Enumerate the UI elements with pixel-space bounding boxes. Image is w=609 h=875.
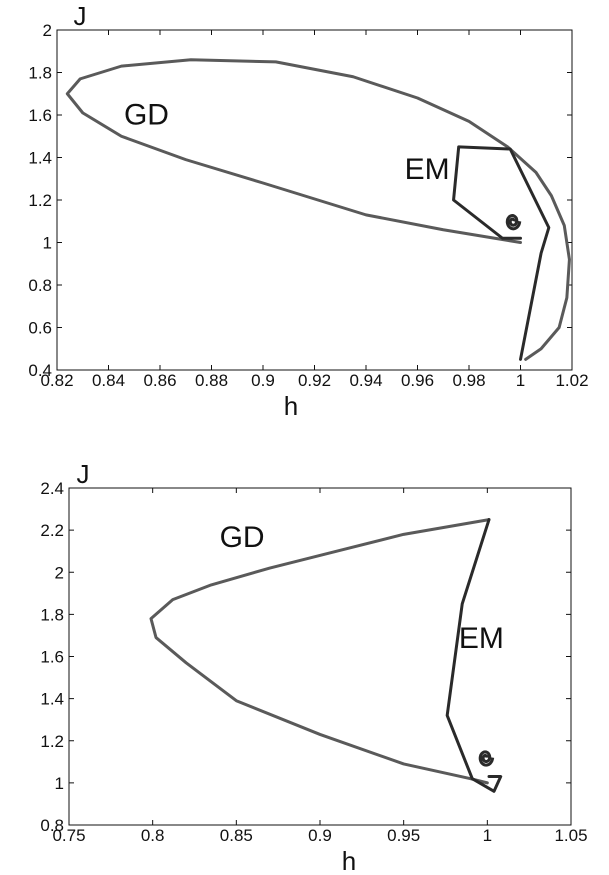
y-tick-label: 0.8 xyxy=(40,816,64,835)
series-em-label: EM xyxy=(459,622,504,655)
y-tick-label: 1.4 xyxy=(40,690,64,709)
x-tick-label: 1.02 xyxy=(555,371,588,390)
series-em-spiral xyxy=(478,750,495,767)
x-tick-label: 0.9 xyxy=(308,826,332,845)
plot-frame xyxy=(68,487,572,826)
x-tick-label: 0.92 xyxy=(298,371,331,390)
x-tick-label: 0.75 xyxy=(52,826,85,845)
series-em-label: EM xyxy=(405,153,450,186)
series-gd-label: GD xyxy=(220,521,265,554)
x-tick-label: 1.05 xyxy=(554,826,587,845)
y-tick-label: 0.6 xyxy=(28,319,52,338)
series-em-spiral xyxy=(505,213,522,231)
chart-panel-1: 0.82 0.84 0.86 0.88 0.9 0.92 0.94 0.96 0.98 1 1.02… xyxy=(28,1,588,421)
y-axis-label: J xyxy=(74,1,87,31)
y-tick-label: 0.8 xyxy=(28,276,52,295)
x-tick-label: 1 xyxy=(483,826,492,845)
y-tick-label: 2.4 xyxy=(40,479,64,498)
x-tick-label: 0.9 xyxy=(251,371,275,390)
y-tick-label: 2.2 xyxy=(40,521,64,540)
chart-panel-2: 0.75 0.8 0.85 0.9 0.95 1 1.050.811.21.41.61.82… xyxy=(40,459,587,875)
x-tick-label: 0.96 xyxy=(401,371,434,390)
y-axis-label: J xyxy=(77,459,90,489)
y-tick-label: 1.2 xyxy=(40,732,64,751)
series-em-line xyxy=(452,145,551,361)
x-tick-label: 0.8 xyxy=(141,826,165,845)
series-gd-label: GD xyxy=(124,99,169,132)
x-tick-label: 0.85 xyxy=(220,826,253,845)
x-tick-label: 0.94 xyxy=(349,371,382,390)
x-tick-label: 0.88 xyxy=(195,371,228,390)
y-tick-label: 2 xyxy=(55,563,64,582)
x-tick-label: 0.95 xyxy=(387,826,420,845)
x-tick-label: 0.84 xyxy=(92,371,125,390)
y-tick-label: 1.8 xyxy=(28,64,52,83)
x-tick-label: 0.86 xyxy=(143,371,176,390)
y-tick-label: 1.4 xyxy=(28,149,52,168)
y-tick-label: 1 xyxy=(43,234,52,253)
series-gd-line xyxy=(149,518,491,785)
x-tick-label: 1 xyxy=(516,371,525,390)
y-tick-label: 1.6 xyxy=(40,648,64,667)
y-tick-label: 0.4 xyxy=(28,361,52,380)
y-tick-label: 1.8 xyxy=(40,605,64,624)
series-em-line xyxy=(445,518,503,793)
x-tick-label: 0.98 xyxy=(452,371,485,390)
x-axis-label: h xyxy=(342,846,356,875)
x-tick-label: 0.82 xyxy=(40,371,73,390)
y-tick-label: 1.6 xyxy=(28,106,52,125)
y-tick-label: 2 xyxy=(43,21,52,40)
y-tick-label: 1 xyxy=(55,774,64,793)
y-tick-label: 1.2 xyxy=(28,191,52,210)
x-axis-label: h xyxy=(284,391,298,421)
